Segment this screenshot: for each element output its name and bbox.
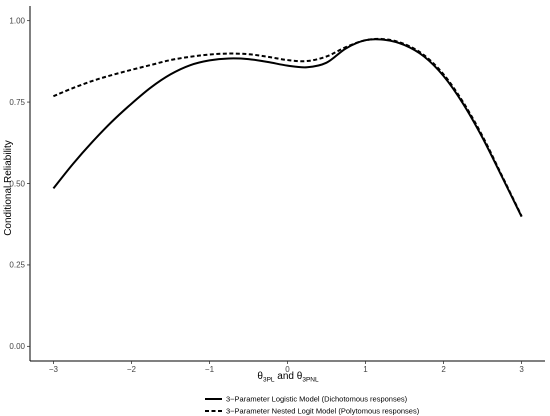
legend-label-3pl: 3−Parameter Logistic Model (Dichotomous … bbox=[226, 395, 408, 404]
y-tick-label: 0.75 bbox=[9, 98, 25, 107]
x-axis-title-conjunction: and bbox=[275, 371, 297, 382]
x-ticks: −3 −2 −1 0 1 2 3 bbox=[49, 361, 524, 374]
x-axis-title-subscript-1: 3PL bbox=[263, 377, 275, 384]
x-tick-label: −3 bbox=[49, 365, 59, 374]
x-tick-label: −2 bbox=[127, 365, 137, 374]
legend: 3−Parameter Logistic Model (Dichotomous … bbox=[205, 395, 420, 416]
y-tick-label: 0.00 bbox=[9, 342, 25, 351]
x-tick-label: 3 bbox=[519, 365, 524, 374]
series-line-3pl bbox=[52, 38, 523, 218]
x-axis-title-theta-1: θ bbox=[257, 371, 263, 382]
x-axis-title-subscript-2: 3PNL bbox=[302, 377, 319, 384]
legend-label-3pnl: 3−Parameter Nested Logit Model (Polytomo… bbox=[226, 407, 420, 416]
x-axis-title-theta-2: θ bbox=[297, 371, 303, 382]
y-axis-title: Conditional Reliability bbox=[3, 140, 14, 236]
x-tick-label: 1 bbox=[363, 365, 368, 374]
y-tick-label: 0.25 bbox=[9, 261, 25, 270]
y-ticks: 0.00 0.25 0.50 0.75 1.00 bbox=[9, 16, 30, 351]
x-tick-label: 2 bbox=[441, 365, 446, 374]
x-tick-label: 0 bbox=[285, 365, 290, 374]
x-axis-title: θ3PL and θ3PNL bbox=[257, 371, 319, 384]
series-line-3pnl bbox=[53, 37, 523, 217]
x-tick-label: −1 bbox=[205, 365, 215, 374]
series-layer bbox=[52, 37, 523, 218]
y-tick-label: 1.00 bbox=[9, 16, 25, 25]
y-tick-label: 0.50 bbox=[9, 179, 25, 188]
